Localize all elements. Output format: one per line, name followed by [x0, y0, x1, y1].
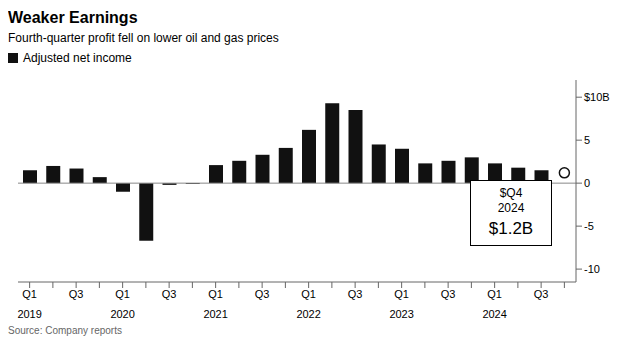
svg-text:Q1: Q1 [394, 288, 409, 300]
svg-text:Q3: Q3 [441, 288, 456, 300]
svg-text:2024: 2024 [482, 308, 506, 320]
html-text:Adjusted net income: Adjusted net income [23, 51, 132, 65]
html-text:$Q4: $Q4 [499, 186, 523, 200]
svg-text:Q1: Q1 [115, 288, 130, 300]
svg-text:Q1: Q1 [22, 288, 37, 300]
svg-text:5: 5 [584, 134, 590, 146]
svg-text:Q3: Q3 [255, 288, 270, 300]
svg-text:Q1: Q1 [208, 288, 223, 300]
svg-text:2020: 2020 [110, 308, 134, 320]
svg-text:Q3: Q3 [162, 288, 177, 300]
svg-text:Q3: Q3 [534, 288, 549, 300]
html-text:$1.2B: $1.2B [488, 219, 534, 238]
svg-text:0: 0 [584, 177, 590, 189]
svg-text:Q1: Q1 [301, 288, 316, 300]
html-text:Weaker Earnings: Weaker Earnings [8, 9, 138, 26]
svg-text:2021: 2021 [203, 308, 227, 320]
svg-text:2022: 2022 [296, 308, 320, 320]
svg-text:-10: -10 [584, 263, 600, 275]
html-text:Source: Company reports: Source: Company reports [8, 325, 122, 336]
svg-text:$10B: $10B [584, 91, 610, 103]
svg-text:Q3: Q3 [69, 288, 84, 300]
html-text:2024: 2024 [497, 201, 525, 215]
svg-text:Q3: Q3 [348, 288, 363, 300]
html-text:Fourth-quarter profit fell on: Fourth-quarter profit fell on lower oil … [8, 31, 279, 45]
svg-text:2023: 2023 [389, 308, 413, 320]
svg-text:2019: 2019 [17, 308, 41, 320]
svg-text:-5: -5 [584, 220, 594, 232]
svg-text:Q1: Q1 [487, 288, 502, 300]
